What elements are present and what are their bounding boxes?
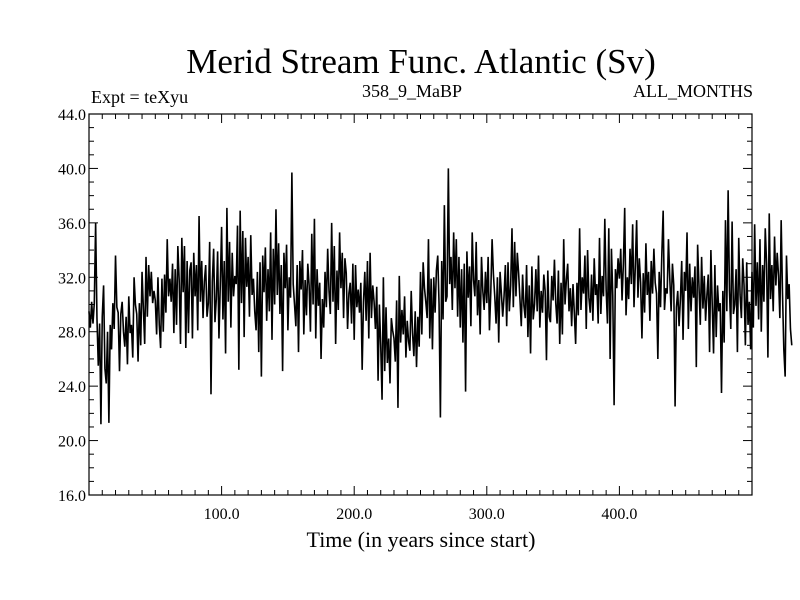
y-tick-label: 20.0 (58, 434, 86, 451)
y-tick-label: 44.0 (58, 107, 86, 124)
x-axis-label: Time (in years since start) (307, 527, 536, 552)
y-tick-label: 24.0 (58, 379, 86, 396)
series-line (88, 168, 793, 425)
chart-subtitle-left: Expt = teXyu (91, 87, 188, 107)
chart-title: Merid Stream Func. Atlantic (Sv) (186, 42, 656, 81)
y-tick-label: 36.0 (58, 216, 86, 233)
y-tick-label: 32.0 (58, 270, 86, 287)
x-tick-label: 400.0 (601, 506, 637, 523)
x-tick-label: 100.0 (204, 506, 240, 523)
y-tick-label: 16.0 (58, 488, 86, 505)
chart-subtitle-center: 358_9_MaBP (362, 81, 462, 101)
y-tick-label: 28.0 (58, 325, 86, 342)
y-axis: 16.0 20.0 24.0 28.0 32.0 36.0 40.0 44.0 (58, 107, 752, 505)
chart-subtitle-right: ALL_MONTHS (633, 81, 753, 101)
y-tick-label: 40.0 (58, 161, 86, 178)
x-tick-label: 200.0 (336, 506, 372, 523)
x-axis: 100.0 200.0 300.0 400.0 (101, 114, 740, 523)
x-tick-label: 300.0 (469, 506, 505, 523)
